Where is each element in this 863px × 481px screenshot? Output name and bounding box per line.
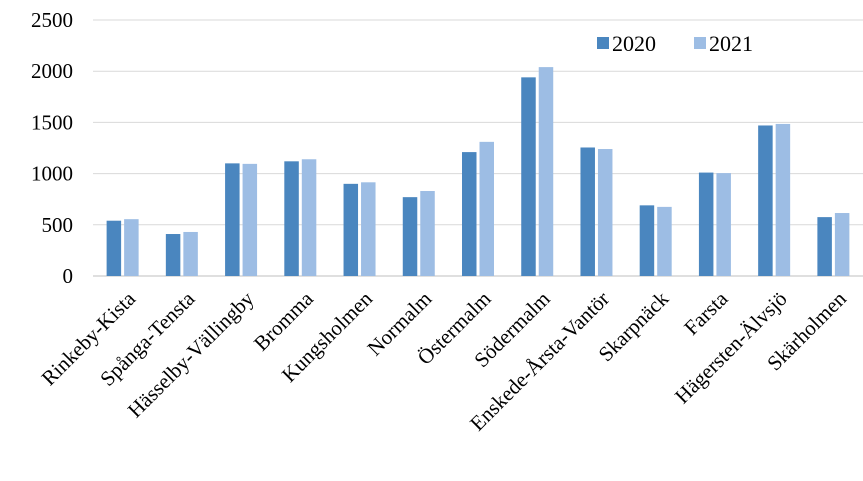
- y-tick-label: 500: [42, 213, 74, 237]
- bar-2021: [183, 231, 198, 276]
- bar-2020: [639, 205, 655, 276]
- bar-2020: [343, 183, 359, 276]
- bar-2020: [402, 197, 418, 276]
- bar-2021: [597, 149, 613, 276]
- bar-2021: [242, 163, 258, 276]
- gridlines: [93, 19, 863, 277]
- y-tick-label: 0: [63, 264, 74, 288]
- bar-2020: [817, 217, 832, 276]
- y-tick-label: 1500: [31, 110, 73, 134]
- legend-swatch-2021: [694, 37, 706, 49]
- bar-2021: [420, 191, 435, 276]
- bars: [106, 67, 850, 277]
- bar-2021: [538, 67, 554, 276]
- bar-2021: [301, 159, 317, 276]
- legend-swatch-2020: [597, 37, 609, 49]
- category-label: Farsta: [679, 286, 733, 340]
- bar-2021: [361, 182, 376, 276]
- bar-2021: [124, 219, 139, 276]
- bar-2021: [479, 141, 494, 276]
- y-tick-label: 2000: [31, 59, 73, 83]
- bar-2021: [716, 173, 731, 276]
- bar-2020: [758, 125, 773, 276]
- bar-2020: [698, 172, 714, 276]
- bar-2020: [462, 152, 477, 276]
- legend-label: 2021: [709, 31, 753, 56]
- bar-2020: [106, 220, 122, 276]
- bar-2020: [521, 77, 536, 277]
- y-tick-label: 2500: [31, 8, 73, 32]
- legend-label: 2020: [612, 31, 656, 56]
- bar-2020: [284, 161, 299, 276]
- bar-2020: [580, 147, 595, 276]
- bar-2020: [165, 234, 181, 276]
- bar-2021: [657, 206, 672, 276]
- bar-2021: [775, 123, 791, 276]
- bar-2021: [834, 213, 850, 276]
- y-axis: 0 500 1000 1500 2000 2500: [31, 8, 73, 288]
- bar-2020: [225, 163, 240, 276]
- x-axis: Rinkeby-KistaSpånga-TenstaHässelby-Välli…: [37, 286, 852, 435]
- y-tick-label: 1000: [31, 162, 73, 186]
- legend: 2020 2021: [597, 31, 753, 56]
